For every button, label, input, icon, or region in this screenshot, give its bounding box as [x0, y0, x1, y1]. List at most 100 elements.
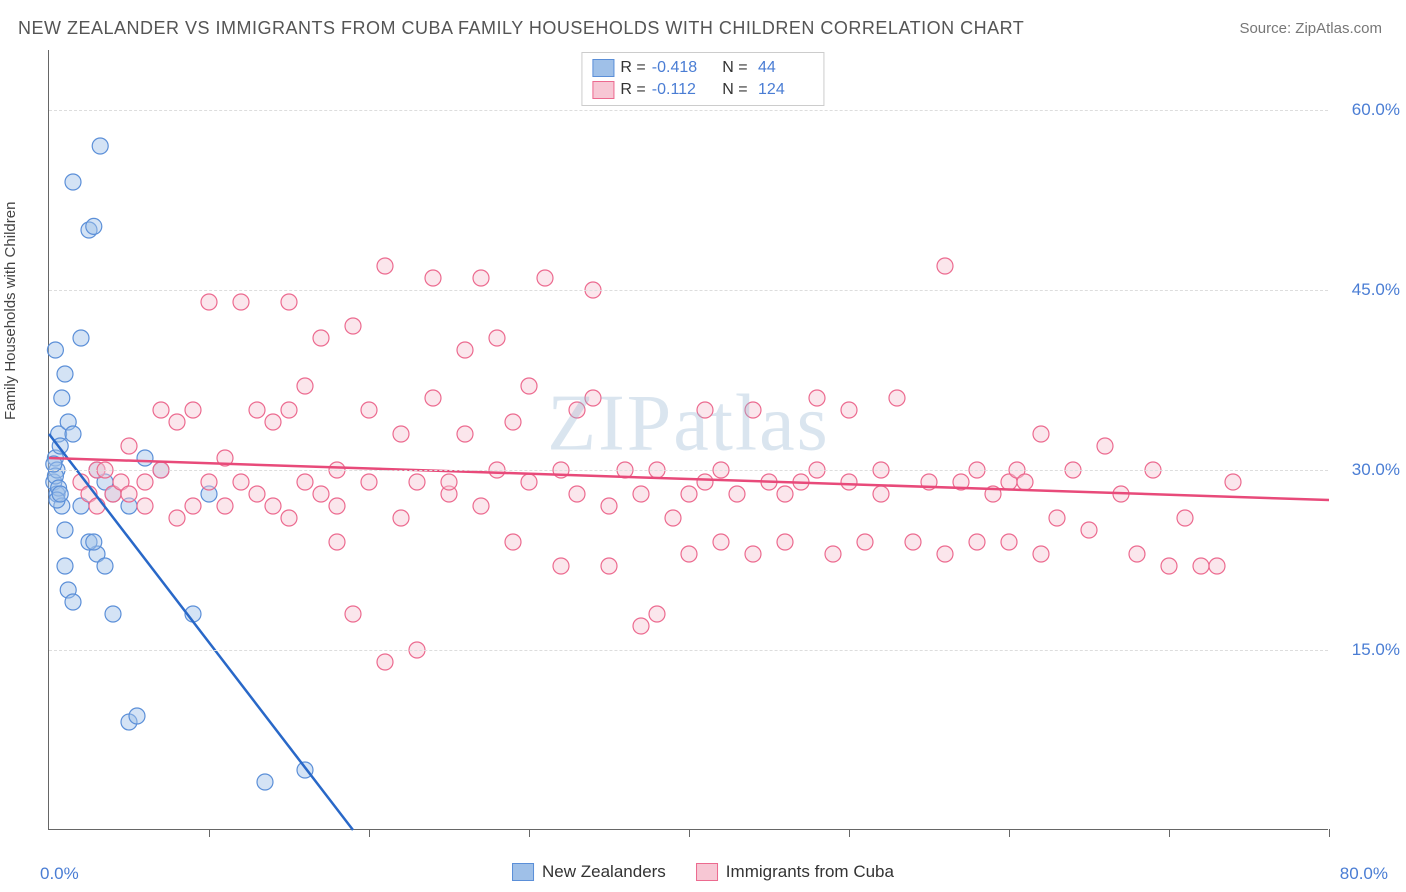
scatter-point	[201, 294, 217, 310]
series-legend-item: New Zealanders	[512, 862, 666, 882]
gridline	[49, 110, 1328, 111]
scatter-point	[697, 402, 713, 418]
scatter-point	[409, 474, 425, 490]
scatter-point	[681, 486, 697, 502]
source-attribution: Source: ZipAtlas.com	[1239, 20, 1382, 37]
scatter-point	[1081, 522, 1097, 538]
scatter-point	[54, 390, 70, 406]
scatter-point	[1033, 546, 1049, 562]
scatter-point	[313, 330, 329, 346]
legend-r-value: -0.418	[652, 59, 712, 77]
scatter-point	[569, 402, 585, 418]
y-tick-label: 15.0%	[1340, 640, 1400, 660]
scatter-point	[185, 402, 201, 418]
scatter-point	[425, 390, 441, 406]
scatter-point	[825, 546, 841, 562]
scatter-point	[905, 534, 921, 550]
scatter-point	[873, 486, 889, 502]
scatter-point	[1129, 546, 1145, 562]
scatter-point	[86, 218, 102, 234]
scatter-point	[65, 426, 81, 442]
scatter-point	[137, 450, 153, 466]
x-axis-origin-label: 0.0%	[40, 864, 79, 884]
scatter-point	[521, 474, 537, 490]
scatter-point	[121, 486, 137, 502]
scatter-point	[153, 402, 169, 418]
legend-n-value: 44	[754, 59, 814, 77]
scatter-point	[345, 606, 361, 622]
scatter-point	[97, 558, 113, 574]
scatter-point	[1017, 474, 1033, 490]
correlation-legend: R =-0.418 N = 44R =-0.112 N = 124	[581, 52, 824, 106]
legend-row: R =-0.418 N = 44	[592, 57, 813, 79]
scatter-point	[457, 342, 473, 358]
scatter-point	[329, 534, 345, 550]
scatter-point	[345, 318, 361, 334]
plot-area: ZIPatlas 15.0%30.0%45.0%60.0%	[48, 50, 1328, 830]
scatter-point	[313, 486, 329, 502]
scatter-point	[137, 498, 153, 514]
scatter-point	[137, 474, 153, 490]
scatter-point	[681, 546, 697, 562]
scatter-point	[473, 270, 489, 286]
scatter-point	[601, 558, 617, 574]
scatter-point	[441, 474, 457, 490]
scatter-point	[65, 594, 81, 610]
legend-n-label: N =	[718, 59, 748, 77]
legend-swatch	[592, 59, 614, 77]
scatter-point	[537, 270, 553, 286]
scatter-point	[57, 558, 73, 574]
scatter-point	[473, 498, 489, 514]
legend-swatch	[512, 863, 534, 881]
scatter-point	[281, 294, 297, 310]
legend-n-label: N =	[718, 81, 748, 99]
scatter-point	[489, 330, 505, 346]
scatter-point	[633, 618, 649, 634]
scatter-point	[47, 342, 63, 358]
gridline	[49, 290, 1328, 291]
scatter-point	[281, 510, 297, 526]
scatter-point	[57, 522, 73, 538]
scatter-point	[1177, 510, 1193, 526]
scatter-point	[265, 498, 281, 514]
scatter-point	[297, 474, 313, 490]
scatter-point	[633, 486, 649, 502]
scatter-point	[257, 774, 273, 790]
scatter-point	[65, 174, 81, 190]
scatter-point	[233, 474, 249, 490]
x-axis-max-label: 80.0%	[1340, 864, 1388, 884]
x-tick	[849, 829, 850, 837]
scatter-point	[281, 402, 297, 418]
scatter-point	[57, 366, 73, 382]
scatter-point	[129, 708, 145, 724]
y-tick-label: 60.0%	[1340, 100, 1400, 120]
gridline	[49, 650, 1328, 651]
scatter-point	[233, 294, 249, 310]
scatter-point	[361, 402, 377, 418]
scatter-point	[937, 258, 953, 274]
scatter-point	[297, 378, 313, 394]
scatter-point	[745, 546, 761, 562]
y-tick-label: 30.0%	[1340, 460, 1400, 480]
scatter-point	[505, 414, 521, 430]
legend-row: R =-0.112 N = 124	[592, 79, 813, 101]
scatter-point	[585, 390, 601, 406]
x-tick	[1329, 829, 1330, 837]
scatter-point	[89, 498, 105, 514]
series-legend: New ZealandersImmigrants from Cuba	[512, 862, 894, 882]
scatter-point	[249, 486, 265, 502]
scatter-point	[201, 474, 217, 490]
scatter-point	[777, 534, 793, 550]
scatter-point	[377, 654, 393, 670]
legend-swatch	[592, 81, 614, 99]
scatter-point	[1049, 510, 1065, 526]
scatter-point	[1209, 558, 1225, 574]
scatter-point	[121, 438, 137, 454]
scatter-point	[777, 486, 793, 502]
y-tick-label: 45.0%	[1340, 280, 1400, 300]
scatter-point	[265, 414, 281, 430]
scatter-point	[457, 426, 473, 442]
scatter-point	[52, 486, 68, 502]
x-tick	[529, 829, 530, 837]
scatter-point	[1001, 534, 1017, 550]
